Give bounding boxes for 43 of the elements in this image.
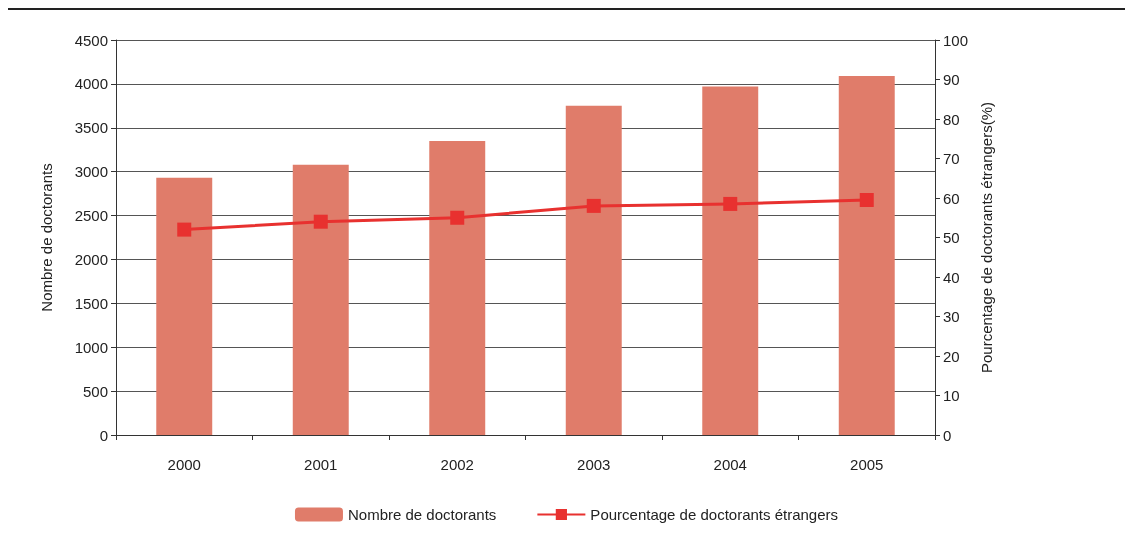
y2-tick-label: 0 [943, 426, 952, 444]
bar [429, 140, 486, 435]
y2-tick-label: 50 [943, 229, 960, 246]
x-tick-label: 2002 [440, 456, 474, 473]
point [313, 214, 328, 229]
legend-label: Pourcentage de doctorants étrangers [590, 506, 839, 523]
x-tick-label: 2000 [167, 456, 201, 473]
point [859, 192, 874, 207]
x-tick-label: 2004 [713, 456, 747, 473]
point [586, 198, 601, 213]
bar [292, 164, 349, 435]
point [177, 222, 192, 237]
y2-tick-label: 30 [943, 308, 960, 325]
y-tick-label: 1500 [74, 294, 108, 312]
y2-tick-label: 90 [943, 71, 960, 88]
y2-tick-label: 10 [943, 387, 960, 404]
y-tick-label: 1000 [74, 338, 108, 356]
x-tick-label: 2001 [304, 456, 338, 473]
y2-tick-label: 60 [943, 189, 960, 207]
y2-axis-title: Pourcentage de doctorants étrangers(%) [977, 102, 995, 373]
y-tick-label: 2500 [74, 207, 108, 225]
bar [702, 86, 759, 435]
y-tick-label: 500 [82, 382, 108, 400]
x-tick-label: 2003 [577, 456, 611, 473]
y-tick-label: 2000 [74, 250, 108, 268]
y2-tick-label: 20 [943, 347, 960, 365]
y2-tick-label: 100 [943, 31, 969, 49]
point [450, 210, 465, 225]
y-tick-label: 3000 [74, 163, 108, 181]
x-tick-label: 2005 [850, 456, 884, 473]
y-tick-label: 4000 [74, 75, 108, 93]
bar [565, 105, 622, 435]
y2-tick-label: 40 [943, 268, 960, 286]
bar [838, 75, 895, 435]
y-tick-label: 0 [99, 426, 108, 444]
y-tick-label: 3500 [74, 119, 108, 137]
y2-tick-label: 80 [943, 110, 960, 128]
legend-label: Nombre de doctorants [347, 506, 497, 523]
y-axis-title: Nombre de doctorants [38, 163, 55, 312]
bar [156, 177, 213, 435]
y-tick-label: 4500 [74, 31, 108, 49]
point [723, 196, 738, 211]
y2-tick-label: 70 [943, 150, 960, 167]
